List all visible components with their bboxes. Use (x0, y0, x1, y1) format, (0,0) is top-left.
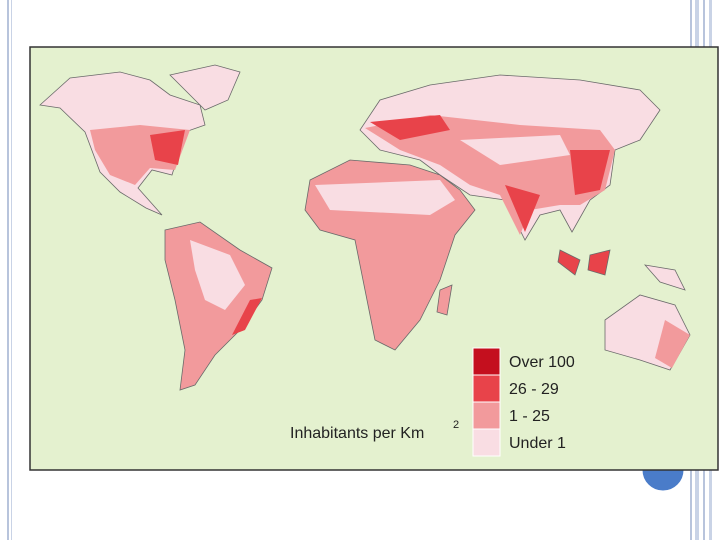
land (169, 64, 241, 111)
land-density (150, 130, 185, 165)
legend-title: Inhabitants per Km (290, 425, 424, 442)
world-map (29, 46, 719, 471)
land-density (315, 180, 455, 215)
land-density (370, 115, 610, 232)
land-density (460, 135, 570, 165)
land-density (655, 320, 690, 368)
legend-swatch (472, 374, 501, 403)
legend-swatch (472, 428, 501, 457)
land-density (232, 298, 262, 335)
legend-label: 1 - 25 (509, 408, 550, 425)
land (557, 249, 611, 276)
legend-label: 26 - 29 (509, 381, 559, 398)
land (643, 264, 686, 291)
legend: Inhabitants per Km 2 Over 100 26 - 29 1 - … (290, 347, 575, 457)
legend-swatch (472, 401, 501, 430)
land-density (190, 240, 245, 310)
frame-line (7, 0, 9, 540)
frame-line (11, 0, 12, 540)
legend-label: Under 1 (509, 435, 566, 452)
legend-label: Over 100 (509, 354, 575, 371)
land (436, 284, 453, 316)
legend-title-superscript: 2 (453, 419, 459, 431)
legend-swatch (472, 347, 501, 376)
